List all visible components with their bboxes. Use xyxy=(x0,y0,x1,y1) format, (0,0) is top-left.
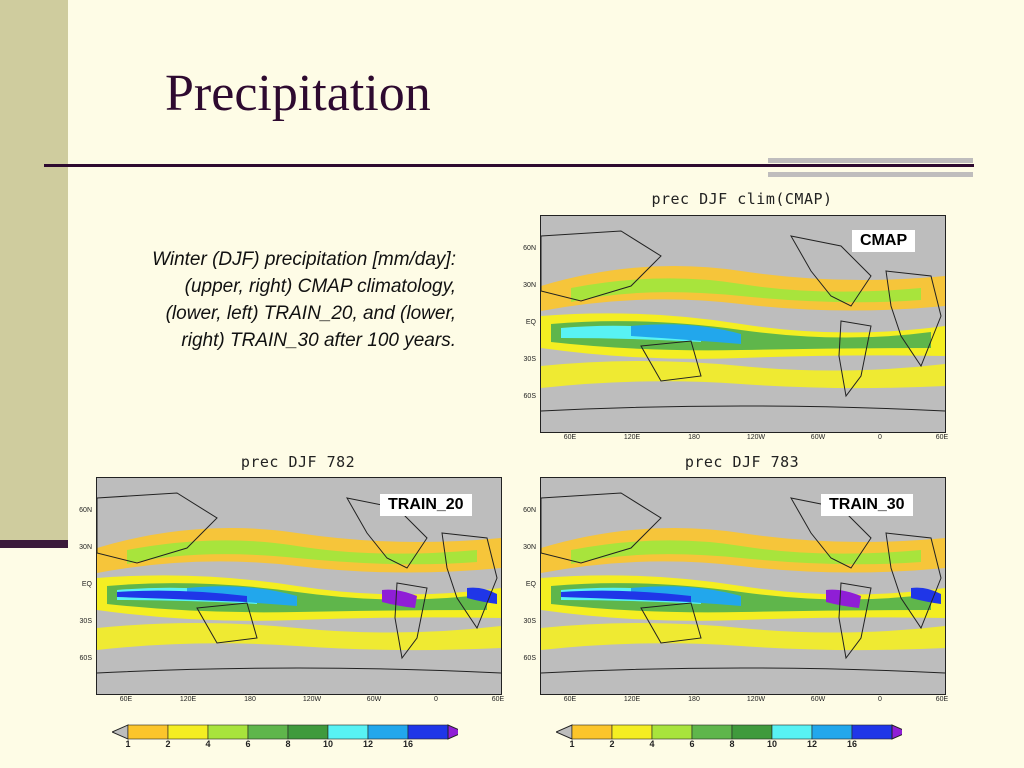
accent-rule-top xyxy=(768,158,973,163)
colorbar-tick-label: 12 xyxy=(806,739,817,749)
lon-label: 60W xyxy=(366,696,382,703)
colorbar-tick-label: 12 xyxy=(362,739,373,749)
colorbar-tick-label: 8 xyxy=(285,739,291,749)
colorbar-tick-label: 1 xyxy=(569,739,575,749)
accent-rule-bottom xyxy=(768,172,973,177)
lon-label: 60E xyxy=(563,696,577,703)
slide-title: Precipitation xyxy=(165,65,431,122)
left-decor-rule xyxy=(0,540,68,548)
lat-label: 60S xyxy=(523,655,536,662)
colorbar-tick-label: 16 xyxy=(846,739,857,749)
lat-label: 30S xyxy=(523,356,536,363)
colorbar-right xyxy=(556,724,902,740)
map-tag-train30: TRAIN_30 xyxy=(821,494,913,516)
colorbar-tick-label: 16 xyxy=(402,739,413,749)
map-tag-train20: TRAIN_20 xyxy=(380,494,472,516)
map-title-train30: prec DJF 783 xyxy=(684,453,800,471)
lon-label: 120W xyxy=(302,696,322,703)
map-train20 xyxy=(96,477,502,695)
colorbar-tick-label: 8 xyxy=(729,739,735,749)
lon-label: 180 xyxy=(244,696,256,703)
colorbar-tick-label: 2 xyxy=(609,739,615,749)
lon-label: 120E xyxy=(623,696,641,703)
colorbar-left xyxy=(112,724,458,740)
colorbar-tick-label: 2 xyxy=(165,739,171,749)
colorbar-tick-label: 10 xyxy=(766,739,777,749)
colorbar-tick-label: 4 xyxy=(649,739,655,749)
colorbar-tick-label: 6 xyxy=(245,739,251,749)
lon-label: 180 xyxy=(688,434,700,441)
lat-label: EQ xyxy=(525,581,536,588)
lon-label: 120W xyxy=(746,434,766,441)
colorbar-tick-label: 10 xyxy=(322,739,333,749)
lat-label: 60N xyxy=(79,507,92,514)
lon-label: 60E xyxy=(935,696,949,703)
colorbar-tick-label: 1 xyxy=(125,739,131,749)
lat-label: 60S xyxy=(523,393,536,400)
lon-label: 60E xyxy=(935,434,949,441)
lat-label: 30N xyxy=(79,544,92,551)
lat-label: 30N xyxy=(523,282,536,289)
lat-label: EQ xyxy=(525,319,536,326)
lon-label: 60E xyxy=(563,434,577,441)
lon-label: 120E xyxy=(179,696,197,703)
lon-label: 120W xyxy=(746,696,766,703)
map-title-cmap: prec DJF clim(CMAP) xyxy=(651,190,833,208)
lon-label: 0 xyxy=(878,434,882,441)
map-title-train20: prec DJF 782 xyxy=(240,453,356,471)
lon-label: 0 xyxy=(434,696,438,703)
left-decor-bar xyxy=(0,0,68,540)
lat-label: 30N xyxy=(523,544,536,551)
lon-label: 180 xyxy=(688,696,700,703)
lat-label: 60N xyxy=(523,245,536,252)
lat-label: 60N xyxy=(523,507,536,514)
lat-label: 30S xyxy=(523,618,536,625)
lon-label: 120E xyxy=(623,434,641,441)
lat-label: EQ xyxy=(81,581,92,588)
lon-label: 60E xyxy=(119,696,133,703)
title-rule xyxy=(44,164,974,167)
lat-label: 60S xyxy=(79,655,92,662)
map-tag-cmap: CMAP xyxy=(852,230,916,252)
colorbar-tick-label: 6 xyxy=(689,739,695,749)
lon-label: 60E xyxy=(491,696,505,703)
lon-label: 0 xyxy=(878,696,882,703)
lon-label: 60W xyxy=(810,696,826,703)
lon-label: 60W xyxy=(810,434,826,441)
lat-label: 30S xyxy=(79,618,92,625)
slide-caption: Winter (DJF) precipitation [mm/day]: (up… xyxy=(152,249,456,351)
colorbar-tick-label: 4 xyxy=(205,739,211,749)
